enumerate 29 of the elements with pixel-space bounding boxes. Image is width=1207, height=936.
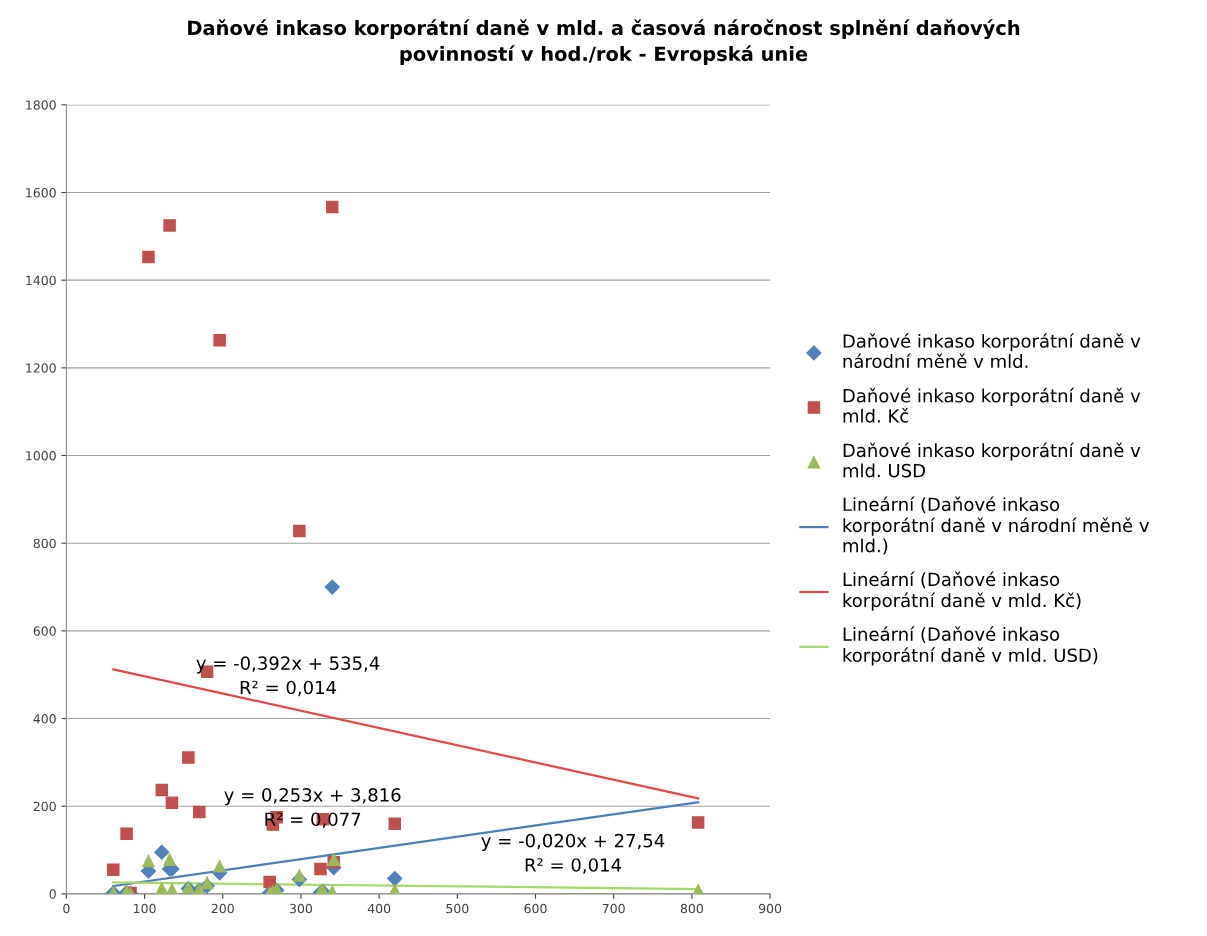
annotation: y = -0,020x + 27,54 R² = 0,014 bbox=[481, 833, 665, 874]
legend-label: Lineární (Daňové inkaso korporátní daně v mld. Kč) bbox=[843, 571, 1081, 611]
chart-title: Daňové inkaso korporátní daně v mld. a časová náročnost splnění daňových povinností v hod./rok - Evropská unie bbox=[188, 19, 1020, 65]
y-tick-label: 600 bbox=[33, 626, 56, 636]
legend-label: Lineární (Daňové inkaso korporátní daně v národní měně v mld.) bbox=[843, 496, 1150, 555]
y-tick-label: 1000 bbox=[26, 450, 56, 461]
x-tick-label: 300 bbox=[289, 903, 313, 914]
y-tick-label: 400 bbox=[33, 714, 56, 724]
y-tick-label: 800 bbox=[33, 538, 56, 549]
x-tick-label: 900 bbox=[758, 903, 782, 914]
legend-label: Daňové inkaso korporátní daně v mld. USD bbox=[843, 442, 1141, 478]
x-tick-label: 0 bbox=[63, 903, 70, 914]
legend-label: Daňové inkaso korporátní daně v mld. Kč bbox=[843, 387, 1141, 423]
y-tick-label: 1800 bbox=[26, 100, 56, 110]
x-tick-label: 600 bbox=[524, 903, 547, 914]
x-tick-label: 700 bbox=[602, 903, 625, 914]
x-tick-label: 400 bbox=[367, 903, 391, 914]
legend-label: Lineární (Daňové inkaso korporátní daně v mld. USD) bbox=[843, 626, 1098, 666]
x-tick-label: 500 bbox=[446, 903, 469, 914]
x-tick-label: 800 bbox=[680, 903, 703, 914]
x-tick-label: 200 bbox=[211, 903, 234, 914]
y-tick-label: 1400 bbox=[26, 275, 56, 286]
x-tick-label: 100 bbox=[134, 903, 156, 914]
y-tick-label: 200 bbox=[33, 801, 56, 812]
y-tick-label: 1600 bbox=[26, 187, 56, 198]
legend-label: Daňové inkaso korporátní daně v národní měně v mld. bbox=[843, 333, 1141, 369]
annotation: y = -0,392x + 535,4 R² = 0,014 bbox=[196, 656, 380, 697]
y-tick-label: 1200 bbox=[26, 363, 56, 373]
y-tick-label: 0 bbox=[49, 889, 56, 899]
